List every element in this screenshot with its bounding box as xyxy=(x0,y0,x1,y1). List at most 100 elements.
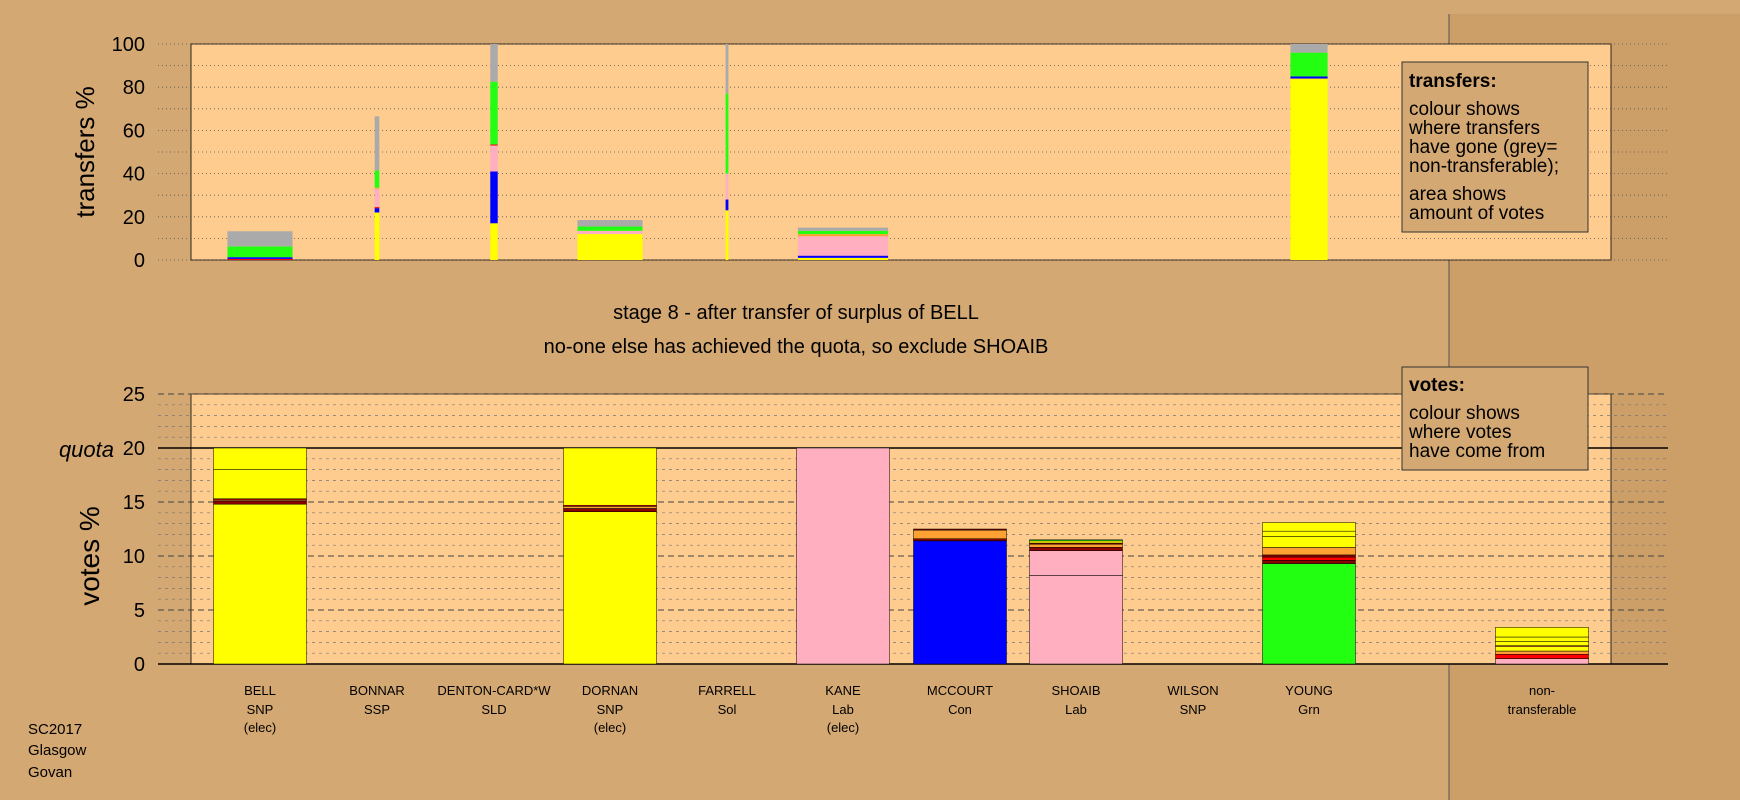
transfers-y-tick-label: 20 xyxy=(123,207,145,229)
vote-segment xyxy=(1029,543,1123,548)
transfers-y-tick-label: 80 xyxy=(123,77,145,99)
footer-line: Glasgow xyxy=(28,742,87,759)
votes-y-tick-label: 0 xyxy=(134,654,145,676)
vote-segment xyxy=(1495,636,1589,642)
transfer-segment xyxy=(374,212,380,260)
candidate-party: Grn xyxy=(1298,702,1320,717)
candidate-name: MCCOURT xyxy=(927,683,993,698)
transfers-bars xyxy=(227,44,1328,260)
transfer-segment xyxy=(797,227,889,231)
footer-line: SC2017 xyxy=(28,721,82,738)
transfer-segment xyxy=(797,236,889,256)
transfers-legend-line: colour shows xyxy=(1409,99,1520,120)
vote-segment xyxy=(563,506,657,509)
candidate-party: Sol xyxy=(718,702,737,717)
votes-y-tick-label: 10 xyxy=(123,546,145,568)
transfer-segment xyxy=(797,255,889,258)
transfer-segment xyxy=(1290,52,1328,77)
candidate-party: SNP xyxy=(1180,702,1207,717)
transfer-segment xyxy=(227,231,293,247)
vote-segment xyxy=(1262,554,1356,558)
candidate-name: DORNAN xyxy=(582,683,638,698)
transfer-segment xyxy=(1290,78,1328,260)
vote-segment xyxy=(563,511,657,665)
transfers-y-ticks: 0 20 40 60 80 100 xyxy=(112,34,145,272)
transfer-segment xyxy=(374,187,380,189)
vote-segment xyxy=(1495,658,1589,665)
vote-segment xyxy=(1262,556,1356,561)
candidate-party: SLD xyxy=(481,702,506,717)
transfer-segment xyxy=(577,230,643,235)
transfer-segment xyxy=(725,44,729,94)
votes-bars xyxy=(213,447,1589,665)
candidate-name: YOUNG xyxy=(1285,683,1333,698)
transfer-segment xyxy=(797,230,889,235)
votes-legend-line: colour shows xyxy=(1409,403,1520,424)
candidate-party: Lab xyxy=(832,702,854,717)
transfers-legend-line: amount of votes xyxy=(1409,203,1544,224)
votes-y-tick-label: 20 xyxy=(123,438,145,460)
vote-segment xyxy=(213,500,307,505)
quota-label: quota xyxy=(59,437,114,462)
votes-legend-line: have come from xyxy=(1409,441,1545,462)
transfer-segment xyxy=(797,234,889,237)
transfer-segment xyxy=(227,258,293,260)
vote-segment xyxy=(1029,550,1123,576)
vote-segment xyxy=(213,469,307,500)
vote-segment xyxy=(1495,646,1589,652)
vote-segment xyxy=(796,447,890,665)
transfer-segment xyxy=(490,144,498,146)
candidate-status: (elec) xyxy=(594,720,627,735)
transfer-segment xyxy=(1290,76,1328,79)
stage-title: stage 8 - after transfer of surplus of B… xyxy=(613,302,979,324)
transfers-legend-box xyxy=(1401,61,1589,233)
vote-segment xyxy=(1262,536,1356,548)
vote-segment xyxy=(1495,650,1589,655)
transfer-segment xyxy=(227,257,293,259)
candidate-name: SHOAIB xyxy=(1051,683,1100,698)
vote-segment xyxy=(1029,539,1123,542)
votes-y-axis-label: votes % xyxy=(74,506,105,606)
transfer-segment xyxy=(490,44,498,82)
vote-segment xyxy=(1029,575,1123,665)
transfers-y-tick-label: 0 xyxy=(134,250,145,272)
vote-segment xyxy=(1262,563,1356,665)
vote-segment xyxy=(1495,627,1589,638)
candidate-party: Con xyxy=(948,702,972,717)
transfer-segment xyxy=(374,116,380,171)
transfers-legend: transfers: colour shows where transfers … xyxy=(1401,61,1589,233)
votes-legend-box xyxy=(1401,366,1589,471)
transfer-segment xyxy=(227,246,293,258)
candidate-status: (elec) xyxy=(244,720,277,735)
candidate-name: BONNAR xyxy=(349,683,405,698)
candidate-party: SNP xyxy=(597,702,624,717)
vote-segment xyxy=(913,529,1007,539)
transfer-segment xyxy=(490,223,498,260)
footer-line: Govan xyxy=(28,764,72,781)
vote-segment xyxy=(213,503,307,665)
transfers-y-tick-label: 100 xyxy=(112,34,145,56)
transfer-segment xyxy=(374,188,380,208)
candidate-name: DENTON-CARD*W xyxy=(437,683,551,698)
votes-gridlines xyxy=(158,393,1668,665)
candidate-name: KANE xyxy=(825,683,861,698)
nontransferable-label: non- xyxy=(1529,683,1555,698)
candidate-name: FARRELL xyxy=(698,683,756,698)
votes-legend-title: votes: xyxy=(1409,375,1465,396)
transfers-y-axis-label: transfers % xyxy=(70,86,100,218)
transfer-segment xyxy=(490,171,498,224)
stage-subtitle: no-one else has achieved the quota, so e… xyxy=(544,336,1049,358)
votes-legend: votes: colour shows where votes have com… xyxy=(1401,366,1589,471)
transfer-segment xyxy=(725,173,729,200)
transfer-segment xyxy=(577,226,643,231)
vote-segment xyxy=(563,508,657,512)
vote-segment xyxy=(213,447,307,470)
transfer-segment xyxy=(490,81,498,145)
nontransferable-label: transferable xyxy=(1508,702,1577,717)
vote-segment xyxy=(1262,547,1356,556)
transfers-legend-line: have gone (grey= xyxy=(1409,137,1557,158)
vote-segment xyxy=(913,528,1007,531)
vote-segment xyxy=(1262,522,1356,532)
votes-plot-area xyxy=(190,393,1612,665)
transfers-y-tick-label: 40 xyxy=(123,164,145,186)
